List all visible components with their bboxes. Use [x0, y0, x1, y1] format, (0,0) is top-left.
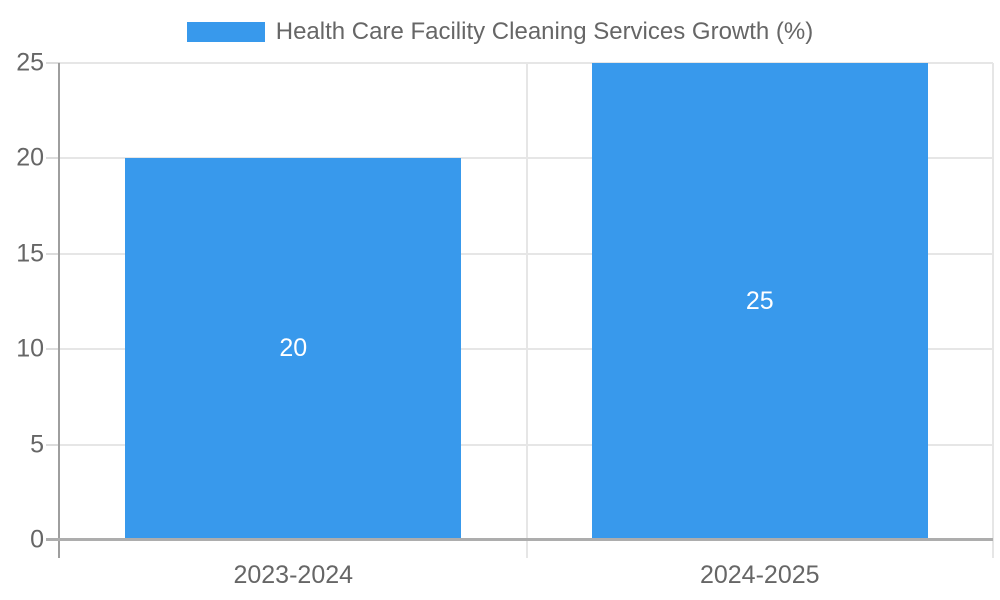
y-tick-10 — [46, 348, 60, 351]
x-axis-line — [46, 538, 993, 541]
legend[interactable]: Health Care Facility Cleaning Services G… — [0, 16, 1000, 48]
x-category-label-2024-2025: 2024-2025 — [699, 561, 820, 589]
y-tick-20 — [46, 157, 60, 160]
bar-value-label-2024-2025: 25 — [745, 286, 774, 315]
bar-value-label-2023-2024: 20 — [279, 334, 308, 363]
x-category-label-2023-2024: 2023-2024 — [233, 561, 354, 589]
y-tick-15 — [46, 252, 60, 255]
y-tick-25 — [46, 62, 60, 64]
x-gridline-2 — [992, 63, 994, 558]
y-tick-label-25: 25 — [16, 48, 44, 77]
bar-2024-2025[interactable]: 25 — [591, 63, 928, 539]
y-tick-5 — [46, 443, 60, 446]
y-tick-label-15: 15 — [16, 239, 44, 268]
y-tick-label-0: 0 — [30, 525, 44, 554]
legend-swatch — [186, 22, 265, 42]
y-axis-line — [58, 63, 60, 558]
y-tick-label-10: 10 — [16, 334, 44, 363]
y-tick-label-20: 20 — [16, 143, 44, 172]
legend-label: Health Care Facility Cleaning Services G… — [275, 18, 814, 45]
bar-2023-2024[interactable]: 20 — [125, 158, 462, 539]
x-gridline-1 — [525, 63, 528, 558]
y-tick-label-5: 5 — [30, 430, 44, 459]
